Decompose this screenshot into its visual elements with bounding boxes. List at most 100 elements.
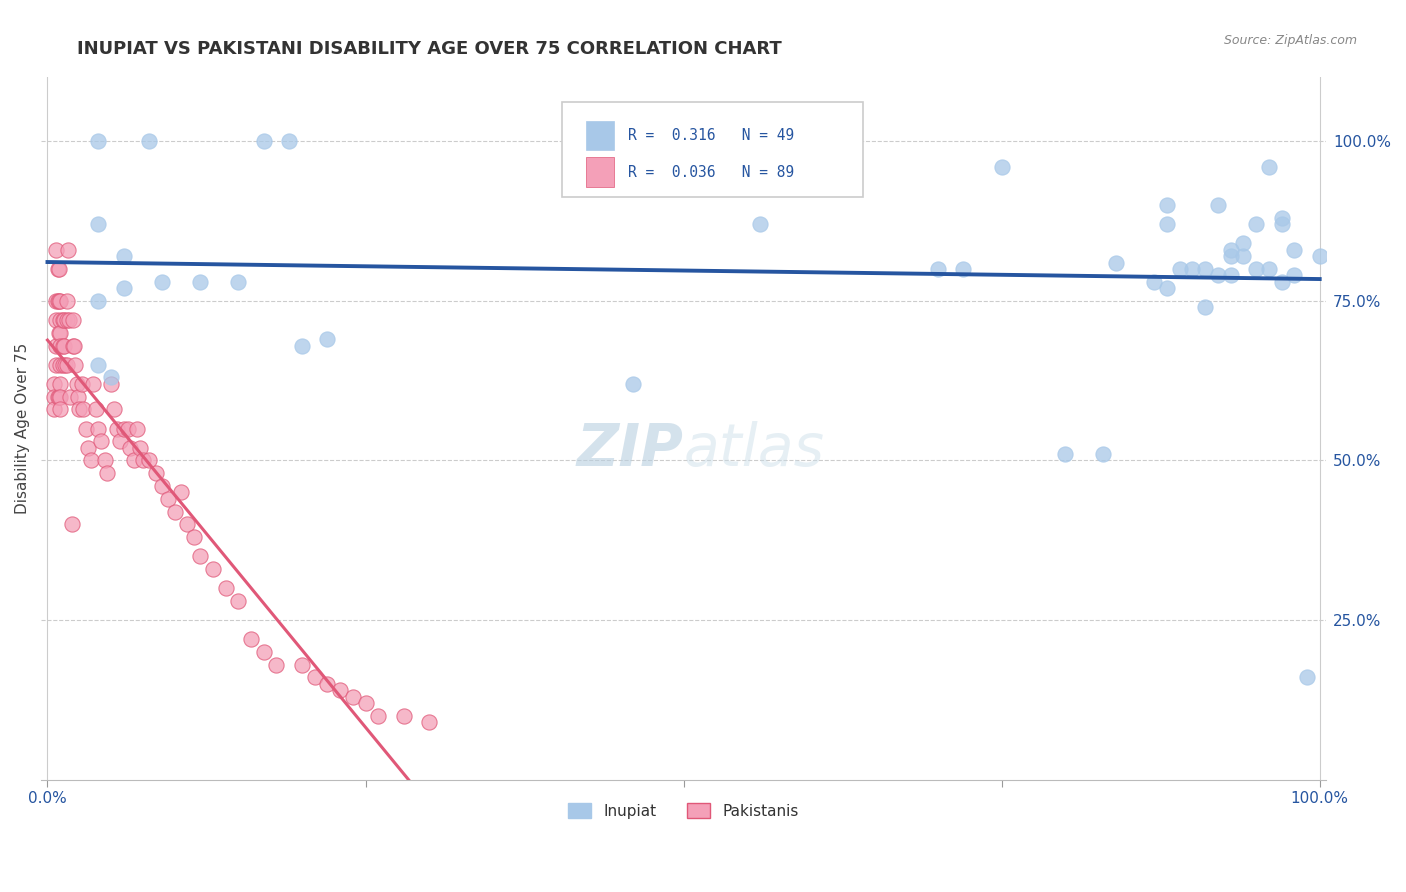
Point (278, 134, 301, 148)
Point (145, 467, 167, 481)
Y-axis label: Disability Age Over 75: Disability Age Over 75 (15, 343, 30, 514)
Point (188, 275, 211, 289)
Point (55, 358, 77, 372)
Point (87, 421, 110, 435)
Point (49, 326, 72, 340)
Text: Source: ZipAtlas.com: Source: ZipAtlas.com (1223, 34, 1357, 47)
Point (1219, 249, 1241, 263)
FancyBboxPatch shape (586, 158, 614, 187)
Point (80, 453, 103, 467)
Point (62, 338, 84, 352)
Point (952, 262, 974, 277)
Point (56, 243, 79, 257)
Point (49, 376, 72, 391)
Point (49, 313, 72, 327)
Point (87, 358, 110, 372)
Point (60, 517, 83, 532)
Text: R =  0.316   N = 49: R = 0.316 N = 49 (628, 128, 794, 144)
Point (46, 262, 69, 277)
Point (150, 479, 173, 493)
Point (45, 293, 67, 308)
Point (1206, 198, 1229, 212)
Point (1092, 447, 1115, 461)
Point (45, 338, 67, 352)
Point (1244, 262, 1267, 277)
Point (107, 421, 129, 435)
Point (48, 293, 70, 308)
Point (65, 358, 87, 372)
Point (1194, 300, 1216, 314)
Point (82, 376, 104, 391)
Point (990, 160, 1012, 174)
Point (45, 358, 67, 372)
Point (49, 293, 72, 308)
Point (226, 594, 249, 608)
Point (66, 390, 89, 404)
Point (112, 421, 135, 435)
Point (201, 562, 224, 576)
Point (87, 293, 110, 308)
Point (108, 434, 131, 449)
Point (125, 421, 148, 435)
Point (42, 376, 65, 391)
Point (90, 434, 112, 449)
Point (52, 338, 75, 352)
Point (266, 657, 288, 672)
Point (49, 338, 72, 352)
Point (72, 402, 94, 417)
Point (1270, 211, 1292, 225)
Point (63, 338, 86, 352)
Point (418, 715, 440, 730)
Point (87, 134, 110, 148)
Point (58, 313, 80, 327)
Point (176, 517, 198, 532)
Point (48, 390, 70, 404)
Point (122, 453, 145, 467)
Point (129, 441, 152, 455)
Point (100, 376, 122, 391)
Point (1156, 217, 1178, 231)
FancyBboxPatch shape (561, 102, 863, 197)
Point (1296, 670, 1319, 684)
Point (49, 390, 72, 404)
Point (1143, 275, 1166, 289)
Point (291, 338, 314, 352)
Point (1219, 243, 1241, 257)
Point (1270, 275, 1292, 289)
Point (62, 313, 84, 327)
Point (138, 453, 160, 467)
Point (45, 313, 67, 327)
Point (226, 275, 249, 289)
Point (1156, 198, 1178, 212)
Point (253, 645, 276, 659)
Point (927, 262, 949, 277)
Point (75, 421, 97, 435)
Point (1194, 262, 1216, 277)
Point (1284, 268, 1306, 283)
Point (59, 390, 82, 404)
Text: atlas: atlas (683, 421, 824, 478)
Point (170, 485, 193, 500)
Point (329, 683, 352, 698)
Point (46, 390, 69, 404)
Point (55, 293, 77, 308)
Point (1284, 243, 1306, 257)
Text: R =  0.036   N = 89: R = 0.036 N = 89 (628, 165, 794, 179)
Point (53, 358, 76, 372)
Point (48, 262, 70, 277)
Point (55, 313, 77, 327)
Legend: Inupiat, Pakistanis: Inupiat, Pakistanis (562, 797, 804, 824)
Point (183, 530, 205, 544)
FancyBboxPatch shape (586, 121, 614, 151)
Point (42, 390, 65, 404)
Point (157, 491, 180, 506)
Point (120, 441, 142, 455)
Point (84, 402, 107, 417)
Point (392, 708, 415, 723)
Point (42, 402, 65, 417)
Point (49, 358, 72, 372)
Point (1206, 268, 1229, 283)
Point (316, 332, 339, 346)
Point (214, 581, 236, 595)
Point (53, 338, 76, 352)
